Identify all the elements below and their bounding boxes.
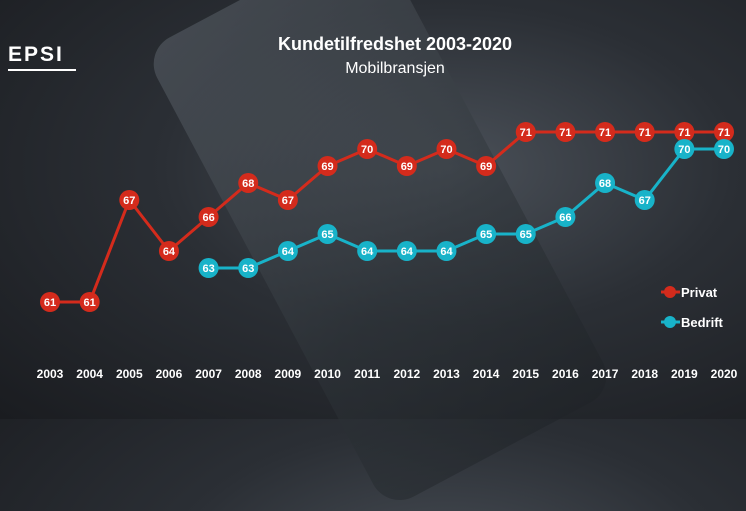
data-label: 71 [599, 127, 611, 139]
data-point [238, 258, 259, 278]
data-point [436, 139, 457, 159]
data-point [357, 241, 378, 261]
legend-marker [664, 316, 676, 328]
x-tick-label: 2008 [235, 367, 262, 381]
logo-text: EPSI [8, 43, 64, 66]
data-point [119, 190, 140, 210]
data-point [714, 122, 734, 142]
x-tick-label: 2012 [393, 367, 420, 381]
x-tick-label: 2005 [116, 367, 143, 381]
data-label: 70 [440, 144, 452, 156]
data-label: 69 [480, 161, 492, 173]
x-tick-label: 2004 [76, 367, 103, 381]
data-point [476, 156, 497, 176]
data-label: 71 [639, 127, 651, 139]
data-point [396, 241, 417, 261]
data-point [357, 139, 378, 159]
x-tick-label: 2013 [433, 367, 460, 381]
data-point [198, 258, 219, 278]
x-tick-label: 2020 [711, 367, 738, 381]
data-point [714, 139, 734, 159]
data-point [595, 122, 616, 142]
data-point [674, 122, 695, 142]
data-point [396, 156, 417, 176]
x-tick-label: 2007 [195, 367, 222, 381]
data-label: 64 [440, 246, 453, 258]
x-tick-label: 2011 [354, 367, 380, 381]
data-label: 70 [718, 144, 730, 156]
data-point [515, 224, 536, 244]
data-point [436, 241, 457, 261]
x-tick-label: 2016 [552, 367, 579, 381]
data-point [277, 241, 298, 261]
data-label: 65 [480, 229, 492, 241]
chart-title: Kundetilfredshet 2003-2020 [277, 34, 513, 54]
data-label: 66 [202, 212, 214, 224]
data-label: 64 [282, 246, 295, 258]
data-point [158, 241, 179, 261]
data-label: 71 [559, 127, 571, 139]
data-label: 64 [163, 246, 176, 258]
legend-label-privat: Privat [681, 285, 718, 300]
data-point [40, 292, 60, 312]
data-label: 71 [718, 127, 730, 139]
series-line-privat [50, 130, 724, 304]
x-tick-label: 2003 [37, 367, 64, 381]
data-label: 61 [84, 297, 96, 309]
data-label: 70 [678, 144, 690, 156]
data-label: 64 [361, 246, 374, 258]
legend-label-bedrift: Bedrift [681, 315, 724, 330]
data-label: 67 [282, 195, 294, 207]
x-tick-label: 2010 [314, 367, 341, 381]
data-label: 71 [520, 127, 532, 139]
data-point [555, 122, 576, 142]
data-point [317, 224, 338, 244]
data-label: 63 [202, 263, 214, 275]
data-label: 68 [599, 178, 611, 190]
x-tick-label: 2018 [631, 367, 658, 381]
data-label: 71 [678, 127, 690, 139]
data-point [634, 122, 655, 142]
data-label: 69 [401, 161, 413, 173]
data-label: 68 [242, 178, 254, 190]
data-label: 66 [559, 212, 571, 224]
x-tick-label: 2006 [156, 367, 183, 381]
data-point [238, 173, 259, 193]
data-label: 65 [520, 229, 532, 241]
x-tick-label: 2014 [473, 367, 500, 381]
data-point [634, 190, 655, 210]
chart: 2003 2004 2005 2006 2007 2008 2009 2010 2011 2012… [37, 122, 738, 381]
x-tick-label: 2009 [275, 367, 302, 381]
data-label: 70 [361, 144, 373, 156]
legend-marker [664, 286, 676, 298]
data-label: 63 [242, 263, 254, 275]
chart-subtitle: Mobilbransjen [345, 60, 445, 77]
data-label: 65 [321, 229, 333, 241]
epsi-logo: EPSI [8, 43, 76, 71]
data-label: 67 [123, 195, 135, 207]
data-point [79, 292, 100, 312]
data-point [515, 122, 536, 142]
data-point [674, 139, 695, 159]
x-tick-label: 2019 [671, 367, 698, 381]
data-point [198, 207, 219, 227]
data-label: 69 [321, 161, 333, 173]
data-point [555, 207, 576, 227]
data-point [277, 190, 298, 210]
data-point [317, 156, 338, 176]
data-label: 67 [639, 195, 651, 207]
data-label: 64 [401, 246, 414, 258]
data-label: 61 [44, 297, 56, 309]
x-tick-label: 2017 [592, 367, 619, 381]
x-tick-label: 2015 [512, 367, 539, 381]
data-point [595, 173, 616, 193]
data-point [476, 224, 497, 244]
